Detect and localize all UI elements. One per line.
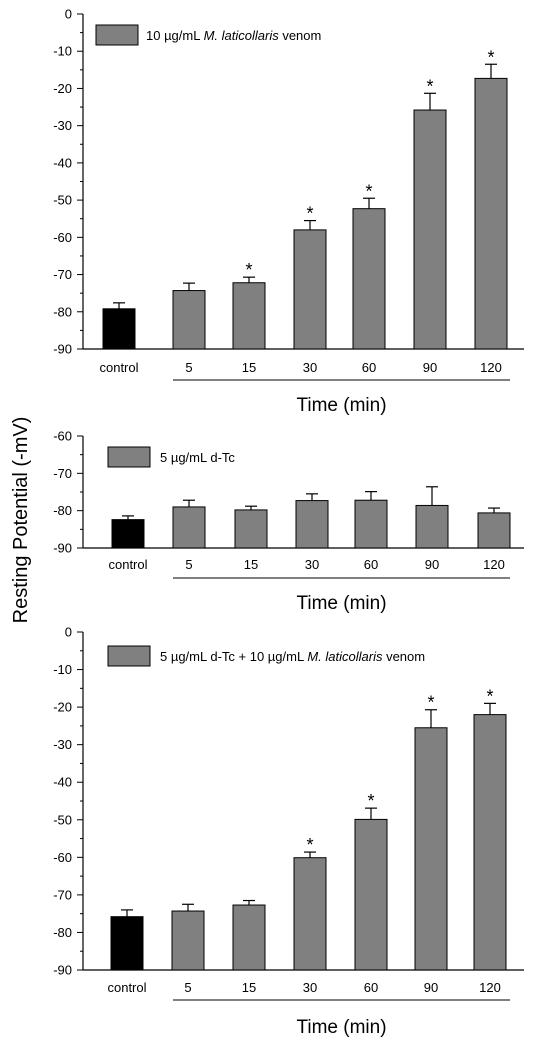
category-label: 90 [425, 557, 439, 572]
significance-star: * [486, 686, 493, 706]
legend-label: 10 µg/mL M. laticollaris venom [146, 28, 321, 43]
x-axis-label: Time (min) [296, 593, 386, 614]
y-tick-label: -30 [53, 118, 72, 133]
category-label: 90 [424, 980, 438, 995]
significance-star: * [426, 76, 433, 96]
legend-label-part: venom [279, 28, 322, 43]
category-label: 15 [242, 980, 256, 995]
legend-label-part: 5 µg/mL d-Tc + 10 µg/mL [160, 649, 307, 664]
legend-label-part: M. laticollaris [204, 28, 280, 43]
legend-label: 5 µg/mL d-Tc + 10 µg/mL M. laticollaris … [160, 649, 425, 664]
y-tick-label: -60 [53, 850, 72, 865]
significance-star: * [427, 693, 434, 713]
y-tick-label: -80 [53, 304, 72, 319]
category-label: 60 [364, 557, 378, 572]
y-tick-label: -50 [53, 812, 72, 827]
y-tick-label: -70 [53, 466, 72, 481]
y-tick-label: -10 [53, 662, 72, 677]
legend-label-part: 5 µg/mL d-Tc [160, 450, 235, 465]
category-label: 15 [242, 360, 256, 375]
y-tick-label: -40 [53, 155, 72, 170]
y-tick-label: -70 [53, 267, 72, 282]
bar-90 [415, 504, 449, 549]
legend-swatch [107, 645, 151, 667]
bar-control [111, 519, 145, 549]
y-tick-label: -80 [53, 925, 72, 940]
bar-30 [295, 500, 329, 549]
category-label: 120 [483, 557, 505, 572]
category-label: 15 [244, 557, 258, 572]
category-label: 60 [364, 980, 378, 995]
y-tick-label: -80 [53, 503, 72, 518]
bar-30 [293, 229, 327, 350]
significance-star: * [306, 835, 313, 855]
panel-dtc: -60 -70 -80 -90 control 5 15 30 60 90 120 Time (min… [53, 429, 524, 614]
y-axis-label: Resting Potential (-mV) [10, 417, 32, 624]
y-tick-label: -90 [53, 342, 72, 357]
significance-star: * [245, 260, 252, 280]
category-label: 30 [303, 360, 317, 375]
bar-5 [172, 506, 206, 549]
category-label: 60 [362, 360, 376, 375]
bar-15 [232, 282, 266, 350]
bar-15 [234, 509, 268, 549]
x-axis-label: Time (min) [296, 395, 386, 416]
legend-swatch [107, 446, 151, 468]
category-label: 90 [423, 360, 437, 375]
y-tick-label: -50 [53, 193, 72, 208]
category-label: 5 [185, 360, 192, 375]
bar-60 [352, 208, 386, 350]
y-tick-label: -60 [53, 429, 72, 444]
bar-60 [354, 499, 388, 549]
bar-control [102, 308, 136, 350]
y-tick-label: -90 [53, 541, 72, 556]
category-label: 120 [479, 980, 501, 995]
category-label: 120 [480, 360, 502, 375]
y-tick-label: -20 [53, 81, 72, 96]
y-tick-label: -90 [53, 963, 72, 978]
bar-5 [171, 910, 205, 971]
legend-swatch [95, 24, 139, 46]
bar-120 [477, 512, 511, 549]
y-tick-label: 0 [65, 625, 72, 640]
bar-90 [413, 109, 447, 350]
panel-venom: 0 -10 -20 -30 -40 -50 -60 -70 -80 -90 control 5 * 15 *… [53, 7, 524, 416]
y-tick-label: -10 [53, 44, 72, 59]
bar-30 [293, 857, 327, 971]
legend-label: 5 µg/mL d-Tc [160, 450, 235, 465]
bar-60 [354, 818, 388, 971]
y-tick-label: -40 [53, 775, 72, 790]
significance-star: * [306, 204, 313, 224]
significance-star: * [487, 47, 494, 67]
x-axis-label: Time (min) [296, 1017, 386, 1038]
category-label: control [108, 557, 147, 572]
category-label: control [107, 980, 146, 995]
y-tick-label: -20 [53, 700, 72, 715]
y-tick-label: -60 [53, 230, 72, 245]
category-label: 30 [305, 557, 319, 572]
bar-120 [473, 714, 507, 971]
legend-label-part: venom [382, 649, 425, 664]
category-label: 5 [184, 980, 191, 995]
y-tick-label: 0 [65, 7, 72, 22]
category-label: 5 [185, 557, 192, 572]
category-label: control [99, 360, 138, 375]
y-tick-label: -70 [53, 887, 72, 902]
significance-star: * [367, 791, 374, 811]
panel-dtc-plus-venom: 0 -10 -20 -30 -40 -50 -60 -70 -80 -90 control 5 15 * 3… [53, 625, 524, 1038]
category-label: 30 [303, 980, 317, 995]
bar-15 [232, 904, 266, 971]
bar-120 [474, 77, 508, 350]
bar-control [110, 916, 144, 971]
legend-label-part: M. laticollaris [307, 649, 383, 664]
bar-5 [172, 290, 206, 350]
legend-label-part: 10 µg/mL [146, 28, 204, 43]
bar-90 [414, 727, 448, 971]
y-tick-label: -30 [53, 737, 72, 752]
significance-star: * [365, 181, 372, 201]
